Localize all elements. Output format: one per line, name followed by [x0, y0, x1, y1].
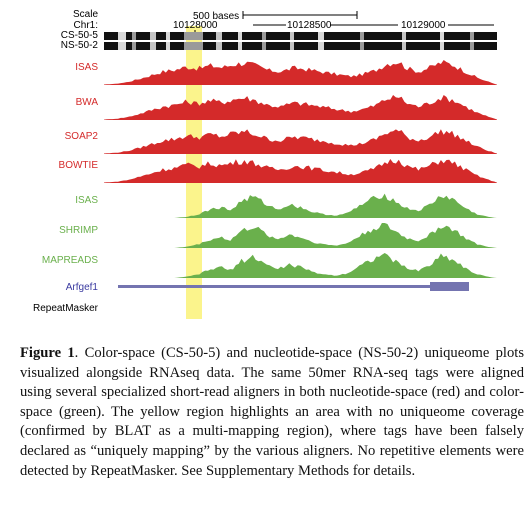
coverage-soap2-nucleotide: [104, 129, 497, 154]
aligner-label-isas-color: ISAS: [75, 195, 98, 206]
coverage-isas-color: [104, 193, 497, 218]
uniqueome-track-cs: [104, 32, 497, 40]
coverage-bwa-nucleotide: [104, 95, 497, 120]
gene-track-arfgef1: [118, 282, 469, 291]
aligner-label-bwa-nucleotide: BWA: [76, 97, 99, 108]
figure-label: Figure 1: [20, 345, 75, 361]
position-label-2: 10128500: [287, 20, 332, 31]
caption-text: . Color-space (CS-50-5) and nucleotide-s…: [20, 345, 524, 479]
aligner-label-shrimp-color: SHRIMP: [59, 225, 98, 236]
aligner-label-mapreads-color: MAPREADS: [42, 255, 98, 266]
position-ticks: 10128000 10128500 10129000: [173, 20, 494, 34]
coverage-bowtie-nucleotide: [104, 159, 497, 183]
scale-bar-text: 500 bases: [193, 11, 239, 22]
gene-exon-block: [430, 282, 469, 291]
position-label-3: 10129000: [401, 20, 446, 31]
gene-intron-line: [118, 285, 469, 288]
genome-browser-figure: Scale Chr1: 500 bases 10128000 10128500 …: [33, 9, 497, 319]
gene-label: Arfgef1: [66, 282, 99, 293]
coverage-shrimp-color: [104, 223, 497, 248]
aligner-tracks: ISAS BWA SOAP2 BOWTIE ISAS SHRIMP MAPREADS: [42, 60, 497, 278]
scale-label: Scale: [73, 9, 98, 20]
position-label-1: 10128000: [173, 20, 218, 31]
coverage-isas-nucleotide: [104, 60, 497, 85]
figure-caption: Figure 1. Color-space (CS-50-5) and nucl…: [20, 344, 524, 481]
uniqueome-track-ns: [104, 42, 497, 50]
repeatmasker-label: RepeatMasker: [33, 303, 99, 314]
aligner-label-isas-nucleotide: ISAS: [75, 62, 98, 73]
uniqueome-label-cs: CS-50-5: [61, 30, 99, 41]
aligner-label-soap2-nucleotide: SOAP2: [65, 131, 99, 142]
coverage-mapreads-color: [104, 253, 497, 278]
chrom-label: Chr1:: [74, 20, 98, 31]
aligner-label-bowtie-nucleotide: BOWTIE: [59, 160, 99, 171]
uniqueome-label-ns: NS-50-2: [61, 40, 99, 51]
scale-bar: 500 bases: [193, 11, 358, 22]
